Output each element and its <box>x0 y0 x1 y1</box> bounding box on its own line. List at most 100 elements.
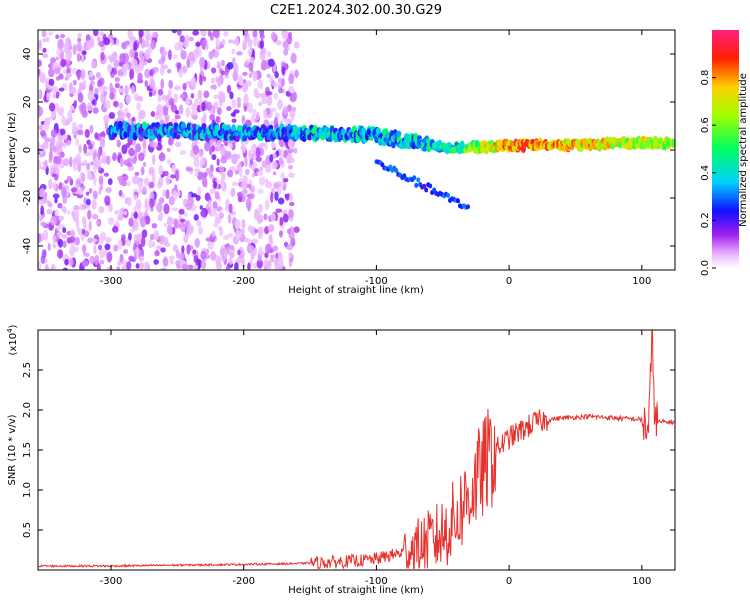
noise-cell <box>195 41 201 47</box>
noise-cell <box>116 261 122 266</box>
noise-cell <box>59 151 65 158</box>
noise-cell <box>60 58 67 68</box>
noise-cell <box>212 201 218 209</box>
noise-cell <box>190 193 198 198</box>
noise-cell <box>193 49 199 59</box>
noise-cell <box>52 193 60 199</box>
noise-cell <box>201 176 208 188</box>
noise-cell <box>59 33 66 39</box>
noise-cell <box>103 90 108 96</box>
noise-cell <box>213 49 220 58</box>
noise-cell <box>121 260 128 266</box>
signal-cell <box>413 133 419 141</box>
noise-cell <box>248 72 252 79</box>
noise-cell <box>132 175 139 185</box>
noise-cell <box>96 263 101 270</box>
noise-cell <box>162 106 169 117</box>
signal-cell <box>117 120 123 130</box>
noise-cell <box>133 194 138 201</box>
noise-cell <box>237 249 241 256</box>
noise-cell <box>152 241 156 248</box>
noise-cell <box>267 224 275 233</box>
noise-cell <box>174 114 181 120</box>
noise-cell <box>55 91 60 99</box>
noise-cell <box>144 197 148 207</box>
noise-cell <box>210 67 217 74</box>
noise-cell <box>211 77 215 84</box>
noise-cell <box>219 146 226 153</box>
noise-cell <box>85 39 93 51</box>
noise-cell <box>254 228 259 234</box>
noise-cell <box>50 263 56 270</box>
signal-cell <box>173 122 179 130</box>
noise-cell <box>109 82 113 94</box>
noise-cell <box>39 187 46 199</box>
x-tick-label: -300 <box>100 276 123 287</box>
noise-cell <box>173 93 178 104</box>
snr-series-line <box>38 330 675 570</box>
signal-cell <box>132 132 138 141</box>
noise-cell <box>144 68 151 79</box>
noise-cell <box>76 52 81 62</box>
colorbar-ticks: 0.0 0.2 0.4 0.6 0.8 <box>700 70 716 276</box>
noise-cell <box>133 234 141 241</box>
x-tick-label: -300 <box>100 576 123 587</box>
noise-cell <box>69 156 73 168</box>
noise-cell <box>93 149 98 158</box>
noise-cell <box>274 71 279 79</box>
noise-cell <box>124 40 130 46</box>
noise-cell <box>85 191 90 196</box>
noise-cell <box>200 250 207 260</box>
noise-cell <box>293 147 298 154</box>
noise-cell <box>155 110 160 116</box>
noise-cell <box>181 263 189 270</box>
noise-cell <box>109 92 115 100</box>
branch-cell <box>388 164 393 170</box>
branch-cell <box>412 175 417 181</box>
noise-cell <box>66 117 71 125</box>
noise-cell <box>248 149 252 160</box>
noise-cell <box>228 203 233 214</box>
noise-cell <box>134 171 140 176</box>
noise-cell <box>112 100 119 108</box>
branch-cell <box>414 182 419 188</box>
noise-cell <box>118 239 123 250</box>
noise-cell <box>168 195 175 206</box>
noise-cell <box>140 166 145 176</box>
noise-cell <box>131 85 135 95</box>
noise-cell <box>272 245 279 252</box>
noise-cell <box>196 220 202 227</box>
noise-cell <box>206 101 213 111</box>
noise-cell <box>288 193 293 202</box>
noise-cell <box>55 56 60 61</box>
noise-cell <box>215 116 220 123</box>
noise-cell <box>112 226 119 233</box>
spectrogram-y-label: Frequency (Hz) <box>7 112 18 188</box>
noise-cell <box>200 156 206 166</box>
noise-cell <box>214 212 218 218</box>
noise-cell <box>38 39 43 51</box>
noise-cell <box>86 102 94 112</box>
noise-cell <box>179 93 186 99</box>
noise-cell <box>283 241 289 248</box>
noise-cell <box>50 129 58 138</box>
noise-cell <box>76 226 82 234</box>
noise-cell <box>223 250 228 260</box>
y-tick-label: 40 <box>22 48 33 61</box>
noise-cell <box>81 50 87 56</box>
noise-cell <box>188 36 194 42</box>
noise-cell <box>250 249 255 261</box>
noise-cell <box>53 62 59 69</box>
noise-cell <box>103 114 110 124</box>
noise-cell <box>290 116 295 122</box>
spectrogram-heatmap <box>38 30 675 270</box>
noise-cell <box>150 110 156 118</box>
noise-cell <box>83 252 90 257</box>
noise-cell <box>54 155 62 165</box>
noise-cell <box>81 172 86 183</box>
noise-cell <box>249 158 254 166</box>
noise-cell <box>128 255 135 262</box>
noise-cell <box>240 228 245 235</box>
noise-cell <box>38 233 42 244</box>
noise-cell <box>50 215 57 226</box>
